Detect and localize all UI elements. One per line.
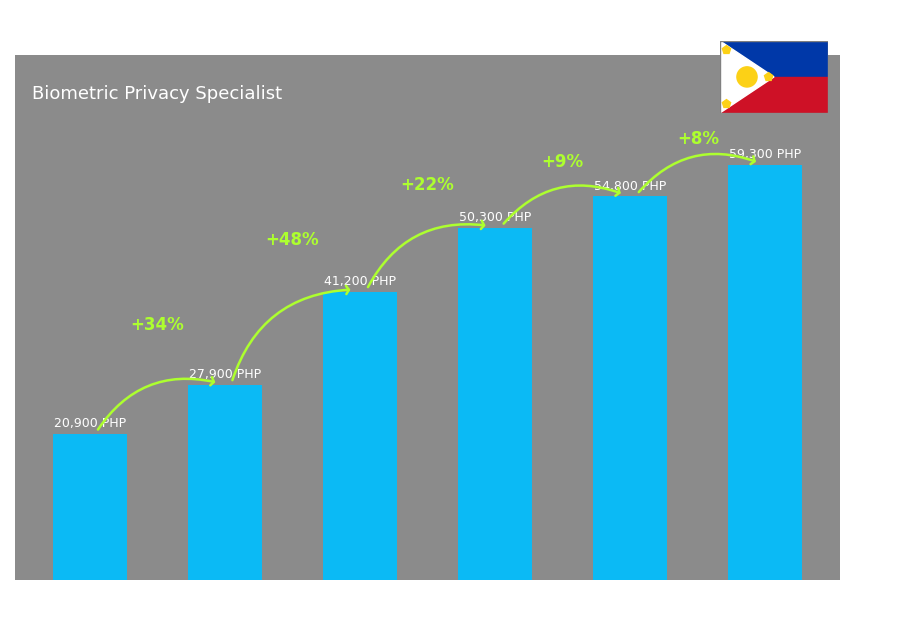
Bar [593,196,668,581]
Polygon shape [764,72,773,80]
Text: salary: salary [392,616,444,631]
Text: Average Monthly Salary: Average Monthly Salary [859,254,869,387]
Text: salaryexplorer.com: salaryexplorer.com [377,616,523,631]
Bar [458,228,532,581]
Bar [187,385,262,581]
Circle shape [737,67,757,87]
Bar [323,292,397,581]
Text: +22%: +22% [400,176,454,194]
Text: +9%: +9% [542,153,584,171]
Text: 59,300 PHP: 59,300 PHP [729,148,801,162]
Polygon shape [720,41,774,113]
Bar [52,434,127,581]
Text: +48%: +48% [266,231,320,249]
Polygon shape [723,46,731,53]
Text: Biometric Privacy Specialist: Biometric Privacy Specialist [32,85,282,103]
Text: Salary Comparison By Experience: Salary Comparison By Experience [23,15,599,44]
Text: 27,900 PHP: 27,900 PHP [189,369,261,381]
Bar [728,165,803,581]
Polygon shape [723,99,731,108]
Text: 41,200 PHP: 41,200 PHP [324,275,396,288]
Text: 50,300 PHP: 50,300 PHP [459,212,531,224]
Text: 20,900 PHP: 20,900 PHP [54,417,126,431]
Text: +8%: +8% [677,129,719,148]
Bar [720,41,828,77]
Bar [720,77,828,113]
Text: 54,800 PHP: 54,800 PHP [594,179,666,193]
Text: +34%: +34% [130,316,184,335]
